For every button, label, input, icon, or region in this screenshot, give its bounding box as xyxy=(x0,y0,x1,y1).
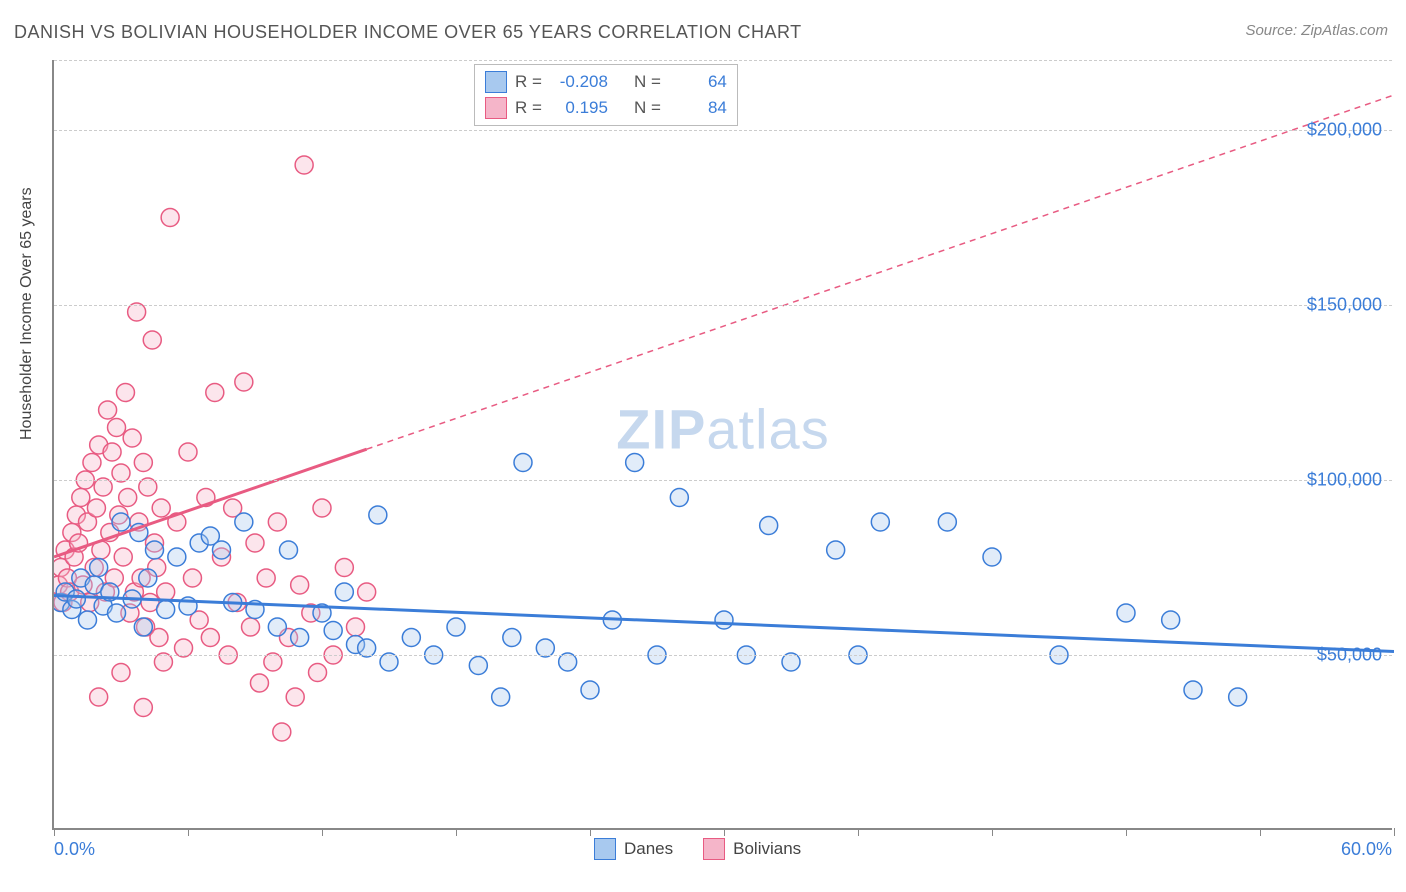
legend-swatch-danes xyxy=(594,838,616,860)
y-tick-label: $200,000 xyxy=(1307,120,1382,141)
stat-r-label: R = xyxy=(515,72,542,92)
stat-n-label: N = xyxy=(634,72,661,92)
stats-row-bolivians: R = 0.195 N = 84 xyxy=(485,95,727,121)
stat-r-label-2: R = xyxy=(515,98,542,118)
legend-label-danes: Danes xyxy=(624,839,673,859)
stat-n-label-2: N = xyxy=(634,98,661,118)
stat-n-danes: 64 xyxy=(669,72,727,92)
y-tick-label: $150,000 xyxy=(1307,295,1382,316)
stats-legend-box: R = -0.208 N = 64 R = 0.195 N = 84 xyxy=(474,64,738,126)
swatch-danes xyxy=(485,71,507,93)
stats-row-danes: R = -0.208 N = 64 xyxy=(485,69,727,95)
stat-r-bolivians: 0.195 xyxy=(550,98,608,118)
legend-item-danes: Danes xyxy=(594,838,673,860)
y-tick-label: $50,000 xyxy=(1317,645,1382,666)
chart-title: DANISH VS BOLIVIAN HOUSEHOLDER INCOME OV… xyxy=(14,22,802,43)
x-axis-max-label: 60.0% xyxy=(1341,839,1392,860)
legend-swatch-bolivians xyxy=(703,838,725,860)
plot-area: ZIPatlas R = -0.208 N = 64 R = 0.195 N =… xyxy=(52,60,1392,830)
y-tick-label: $100,000 xyxy=(1307,470,1382,491)
legend-item-bolivians: Bolivians xyxy=(703,838,801,860)
stat-n-bolivians: 84 xyxy=(669,98,727,118)
source-attribution: Source: ZipAtlas.com xyxy=(1245,22,1388,39)
y-axis-label: Householder Income Over 65 years xyxy=(18,187,36,440)
legend-label-bolivians: Bolivians xyxy=(733,839,801,859)
x-axis-min-label: 0.0% xyxy=(54,839,95,860)
bottom-legend: Danes Bolivians xyxy=(594,838,801,860)
chart-container: DANISH VS BOLIVIAN HOUSEHOLDER INCOME OV… xyxy=(0,0,1406,892)
stat-r-danes: -0.208 xyxy=(550,72,608,92)
chart-svg xyxy=(54,60,1394,830)
swatch-bolivians xyxy=(485,97,507,119)
